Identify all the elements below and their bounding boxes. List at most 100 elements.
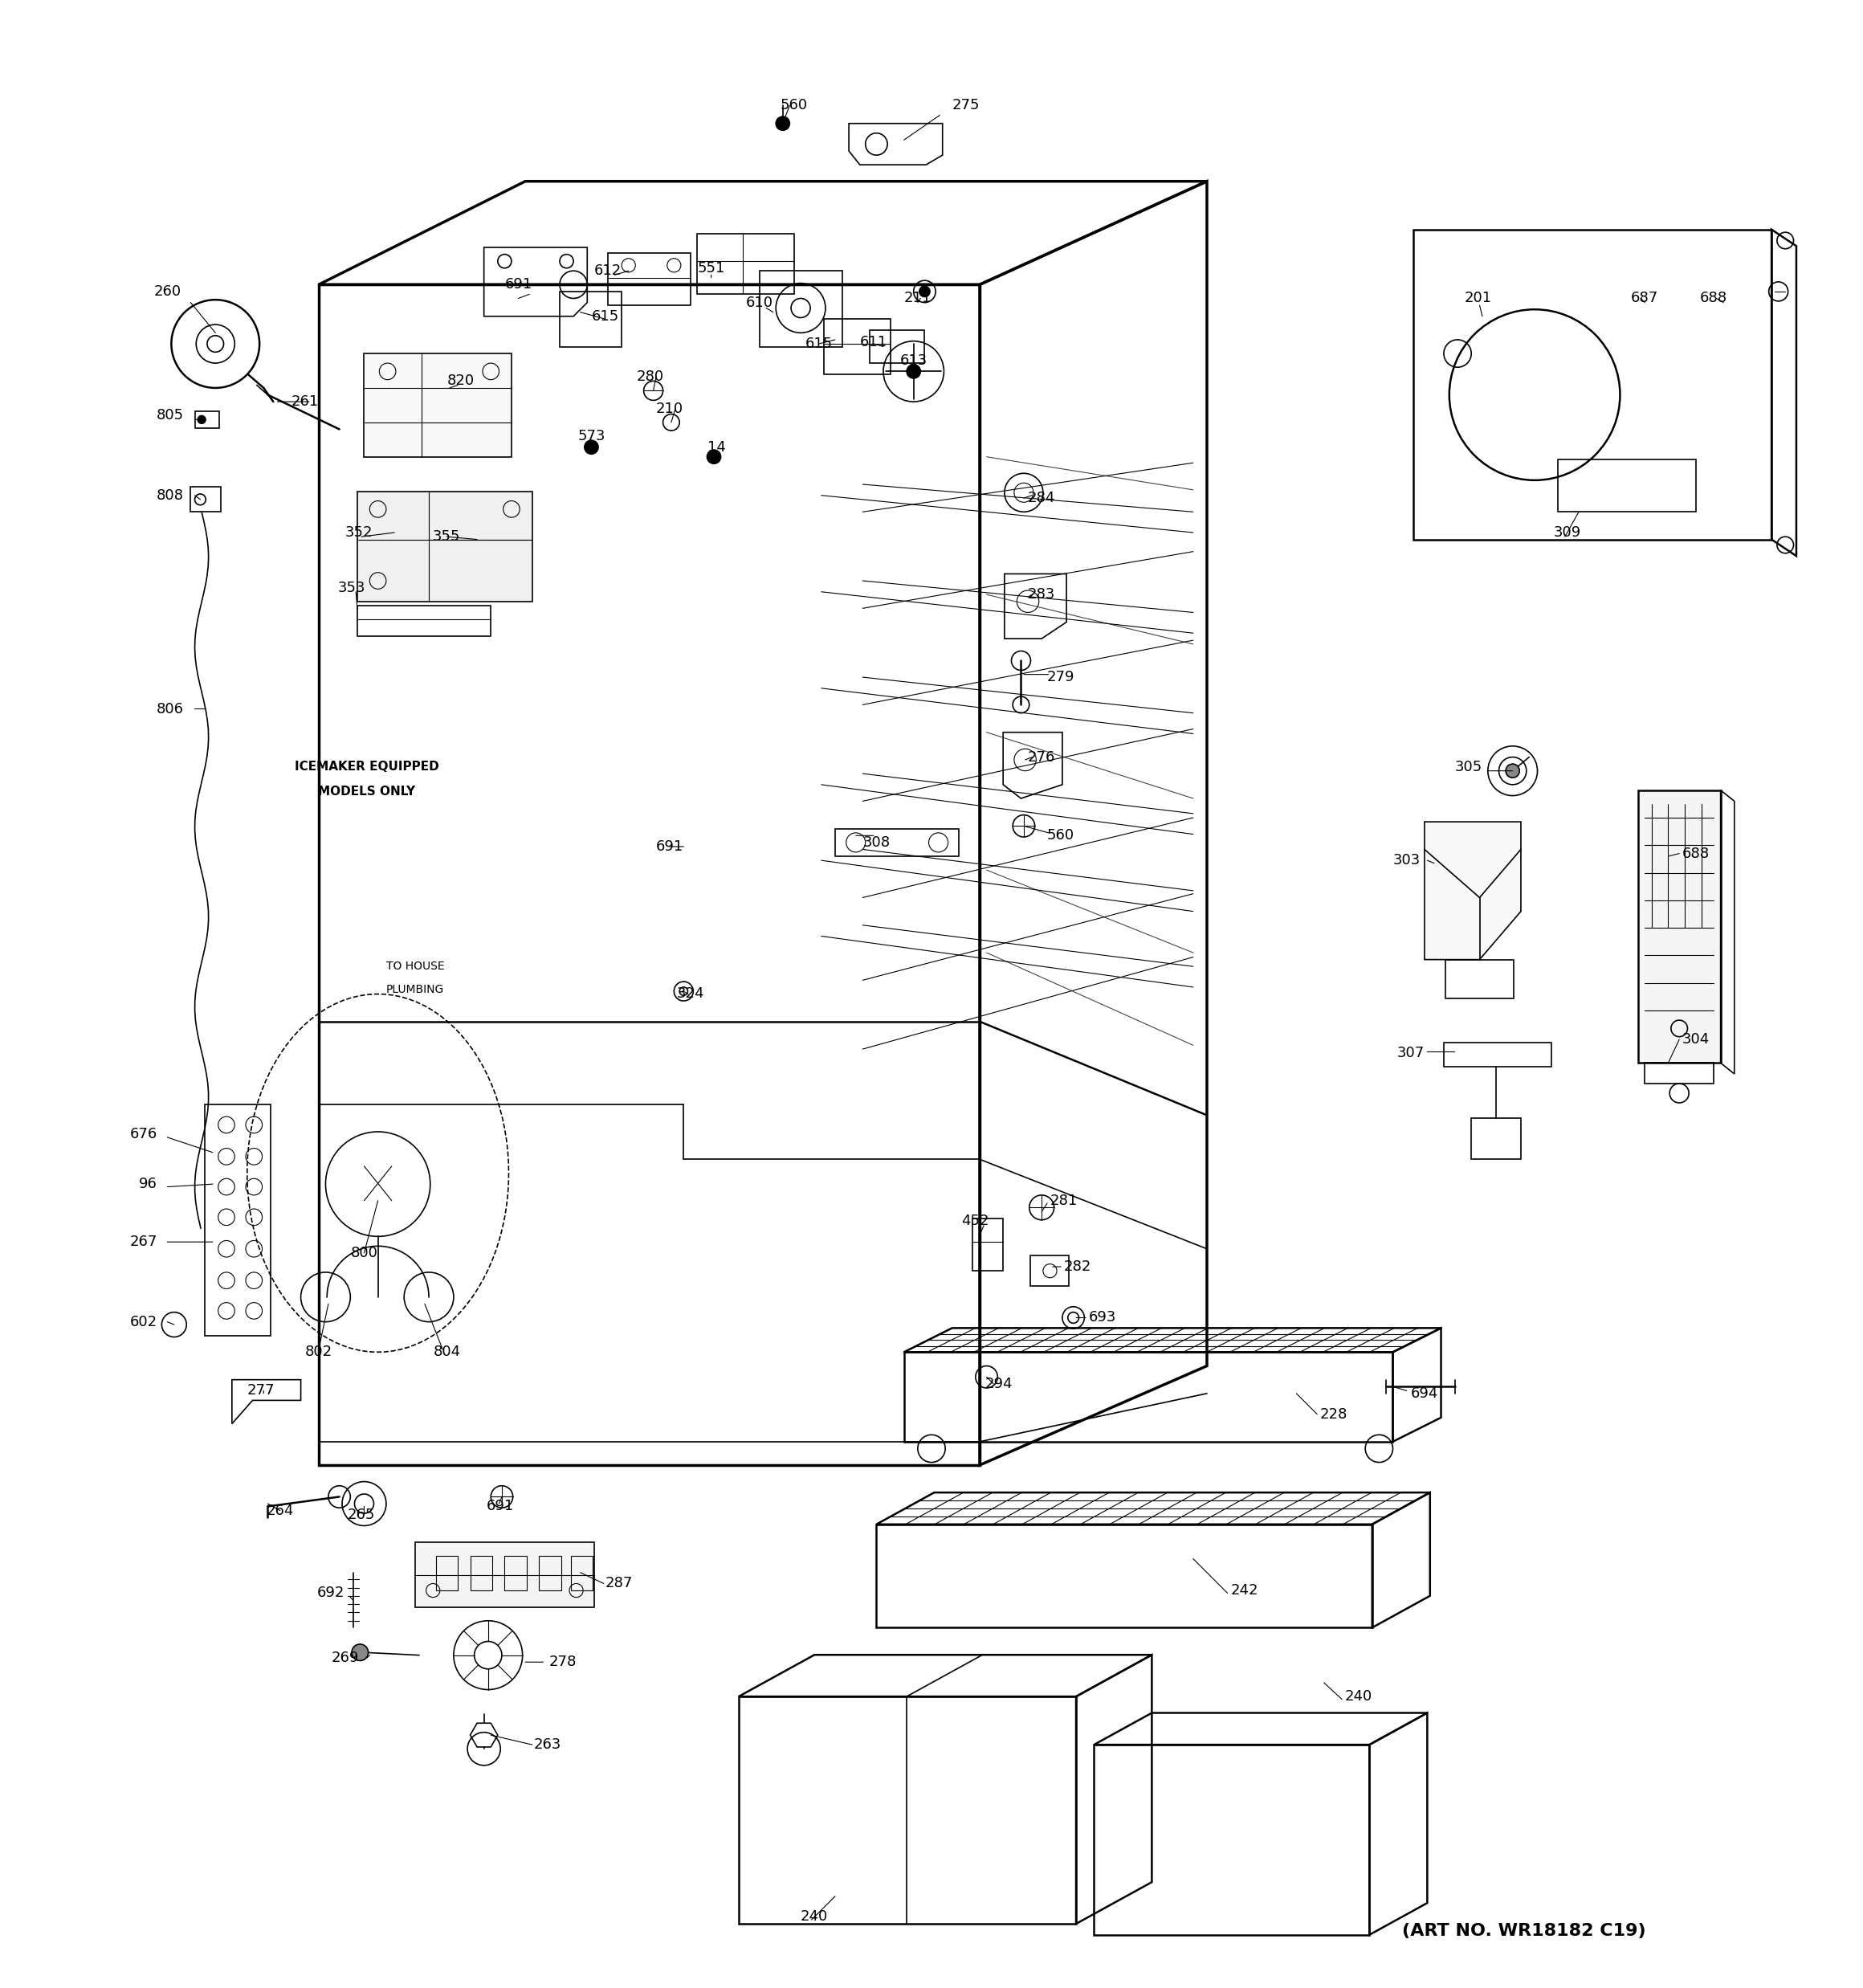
Text: 355: 355 [432,529,460,545]
Text: 615: 615 [805,336,833,352]
Text: 303: 303 [1394,853,1420,867]
Polygon shape [358,491,533,602]
Text: 240: 240 [1345,1690,1373,1704]
Text: 352: 352 [345,525,373,541]
Text: 800: 800 [350,1246,378,1260]
Circle shape [352,1644,369,1660]
Circle shape [197,415,205,423]
Circle shape [585,439,598,453]
Text: 14: 14 [708,439,727,455]
Text: 688: 688 [1682,847,1710,861]
Polygon shape [469,1724,497,1747]
Text: 263: 263 [533,1738,561,1751]
Text: 560: 560 [1047,829,1075,843]
Text: 264: 264 [266,1503,294,1517]
Text: 265: 265 [348,1507,374,1523]
Circle shape [775,117,790,131]
Text: 282: 282 [1064,1260,1092,1274]
Text: 278: 278 [550,1654,576,1670]
Polygon shape [363,354,512,457]
Text: MODELS ONLY: MODELS ONLY [319,785,415,797]
Text: 275: 275 [952,97,980,113]
Text: 691: 691 [656,839,684,853]
Text: 691: 691 [486,1499,514,1513]
Bar [1444,1042,1552,1068]
Text: 615: 615 [591,308,619,324]
Text: 693: 693 [1088,1310,1116,1324]
Bar [1472,1117,1520,1159]
Circle shape [907,364,920,378]
Text: 613: 613 [900,354,928,368]
Text: 602: 602 [130,1314,158,1330]
Text: 692: 692 [317,1586,345,1600]
Text: ICEMAKER EQUIPPED: ICEMAKER EQUIPPED [294,761,440,773]
Bar [1030,1256,1069,1286]
Text: 281: 281 [1051,1193,1077,1209]
Text: 610: 610 [745,296,773,310]
Text: TO HOUSE: TO HOUSE [386,960,443,972]
Bar [1557,459,1695,511]
Text: 804: 804 [432,1346,460,1360]
Text: (ART NO. WR18182 C19): (ART NO. WR18182 C19) [1401,1922,1645,1938]
Text: PLUMBING: PLUMBING [386,984,443,996]
Text: 573: 573 [578,429,605,443]
Text: 688: 688 [1701,290,1727,306]
Text: 805: 805 [156,408,184,423]
Bar [538,1557,561,1590]
Bar [1446,960,1515,998]
Text: 307: 307 [1397,1046,1425,1060]
Text: 808: 808 [156,489,184,503]
Text: 676: 676 [130,1127,158,1141]
Text: 201: 201 [1464,290,1492,306]
Text: 305: 305 [1455,759,1483,773]
Text: 560: 560 [781,97,807,113]
Text: 284: 284 [1028,491,1056,505]
Circle shape [171,300,259,388]
Bar [570,1557,592,1590]
Circle shape [918,286,930,296]
Text: 280: 280 [637,370,665,384]
Text: 279: 279 [1047,670,1075,684]
Text: 276: 276 [1028,749,1056,763]
Bar [205,1103,270,1336]
Bar [436,1557,458,1590]
Text: 308: 308 [863,835,891,849]
Text: 211: 211 [904,290,932,306]
Text: 612: 612 [594,264,622,278]
Text: 324: 324 [676,986,704,1002]
Text: 277: 277 [248,1384,274,1398]
Text: 240: 240 [801,1910,829,1924]
Text: 687: 687 [1632,290,1658,306]
Text: 242: 242 [1230,1582,1258,1598]
Text: 820: 820 [447,374,475,388]
Bar [469,1557,492,1590]
Polygon shape [415,1543,594,1606]
Circle shape [1505,763,1520,777]
Text: 806: 806 [156,702,184,716]
Text: 267: 267 [130,1235,158,1248]
Text: 353: 353 [337,580,365,594]
Text: 452: 452 [961,1215,989,1229]
Text: 691: 691 [505,278,533,292]
Text: 309: 309 [1554,525,1582,541]
Text: 802: 802 [306,1346,332,1360]
Circle shape [708,449,721,463]
Bar [505,1557,527,1590]
Text: 269: 269 [332,1650,360,1666]
Text: 551: 551 [697,260,725,274]
Text: 283: 283 [1028,586,1056,602]
Bar [190,487,222,511]
Text: 304: 304 [1682,1032,1710,1048]
Bar [972,1219,1002,1270]
Bar [196,412,220,427]
Text: 287: 287 [605,1576,633,1590]
Text: 261: 261 [291,394,319,410]
Polygon shape [1425,821,1520,960]
Text: 96: 96 [140,1177,158,1191]
Polygon shape [1638,789,1721,1064]
Text: 694: 694 [1410,1386,1438,1402]
Text: 260: 260 [153,284,181,298]
Text: 210: 210 [656,402,684,415]
Text: 228: 228 [1319,1408,1347,1421]
Text: 294: 294 [986,1376,1013,1392]
